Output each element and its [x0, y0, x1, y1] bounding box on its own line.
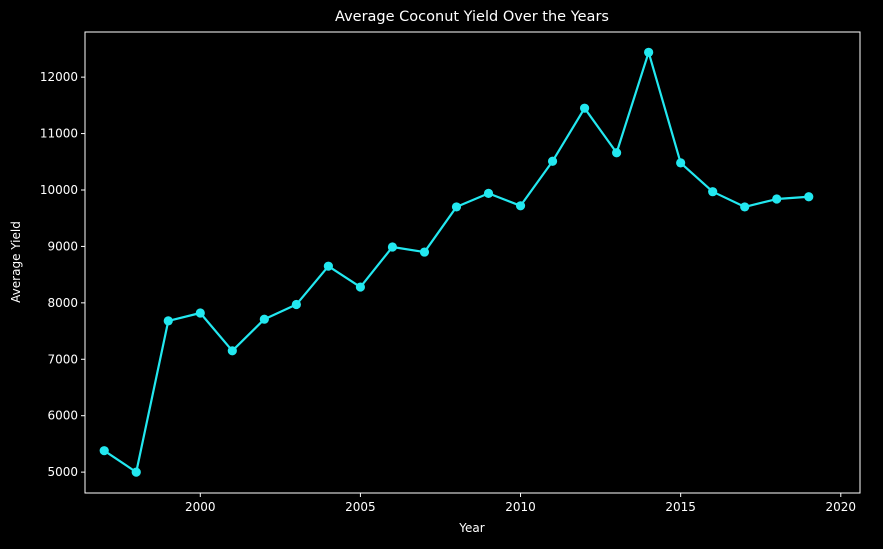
data-point [323, 261, 333, 271]
data-point [227, 346, 237, 356]
data-point [387, 242, 398, 252]
axes-frame [84, 31, 861, 494]
data-point [451, 202, 462, 212]
data-point [355, 282, 366, 292]
x-axis-label: Year [458, 521, 484, 535]
data-point [579, 103, 590, 113]
y-tick-label: 8000 [47, 296, 78, 310]
data-point [708, 187, 718, 197]
x-tick-label: 2015 [665, 500, 696, 514]
data-point [163, 316, 173, 326]
data-point [612, 148, 622, 158]
data-point [291, 299, 301, 310]
data-point [676, 158, 686, 168]
data-point [547, 156, 558, 166]
chart-title: Average Coconut Yield Over the Years [335, 9, 609, 25]
data-point [740, 202, 750, 212]
y-tick-label: 7000 [47, 352, 78, 366]
x-tick-label: 2005 [345, 500, 376, 514]
data-point [99, 446, 109, 456]
data-point [772, 194, 782, 204]
x-tick-label: 2020 [826, 500, 857, 514]
data-point [259, 314, 269, 324]
y-tick-label: 5000 [47, 465, 78, 479]
data-point [131, 467, 141, 477]
y-tick-label: 9000 [47, 239, 78, 253]
plot-area: 2000 2005 2010 2015 2020 5000 6000 7000 8000 9000… [40, 31, 861, 514]
y-tick-label: 10000 [40, 183, 78, 197]
y-axis-label: Average Yield [9, 221, 23, 303]
data-point [483, 188, 494, 198]
y-tick-label: 11000 [40, 127, 78, 141]
y-tick-label: 12000 [40, 70, 78, 84]
data-point [644, 47, 654, 57]
data-point [804, 192, 814, 202]
data-point [515, 201, 526, 211]
y-tick-label: 6000 [47, 409, 78, 423]
data-point [195, 308, 205, 318]
x-tick-label: 2000 [185, 500, 216, 514]
data-point [419, 247, 430, 257]
x-tick-label: 2010 [505, 500, 536, 514]
